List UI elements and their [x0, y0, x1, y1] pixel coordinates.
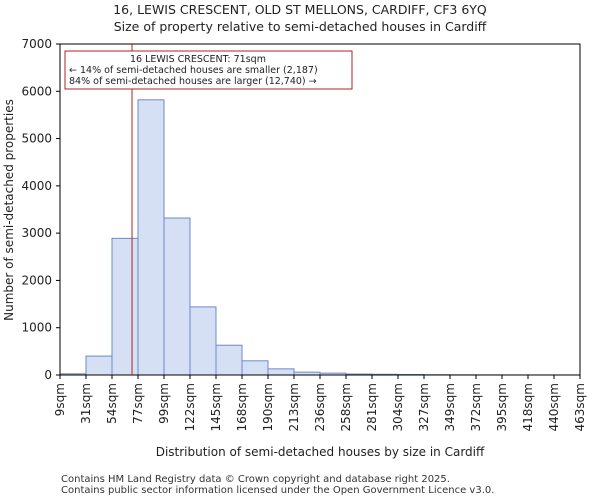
x-tick-label-190sqm: 190sqm — [261, 383, 275, 431]
x-tick-label-372sqm: 372sqm — [469, 383, 483, 431]
marker-group: 16 LEWIS CRESCENT: 71sqm← 14% of semi-de… — [64, 44, 353, 375]
y-tick-label-2000: 2000 — [21, 273, 52, 287]
x-tick-label-258sqm: 258sqm — [339, 383, 353, 431]
bars-group — [59, 99, 581, 376]
bar-99sqm — [163, 217, 191, 376]
x-axis-label: Distribution of semi-detached houses by … — [156, 445, 485, 459]
y-tick-label-6000: 6000 — [21, 84, 52, 98]
axes-group: 0 1000 2000 3000 4000 5000 6000 7000 9sqm 31sqm 54… — [21, 37, 587, 431]
annotation-line-1: 16 LEWIS CRESCENT: 71sqm — [130, 54, 266, 65]
bar-122sqm — [189, 306, 217, 376]
x-tick-label-395sqm: 395sqm — [495, 383, 509, 431]
x-tick-label-213sqm: 213sqm — [287, 383, 301, 431]
bar-145sqm — [215, 344, 243, 376]
chart-title: 16, LEWIS CRESCENT, OLD ST MELLONS, CARD… — [113, 2, 487, 17]
x-tick-label-145sqm: 145sqm — [209, 383, 223, 431]
x-tick-label-168sqm: 168sqm — [235, 383, 249, 431]
y-tick-label-1000: 1000 — [21, 321, 52, 335]
x-tick-label-440sqm: 440sqm — [547, 383, 561, 431]
y-tick-label-0: 0 — [44, 368, 52, 382]
x-tick-label-236sqm: 236sqm — [313, 383, 327, 431]
y-tick-label-3000: 3000 — [21, 226, 52, 240]
bar-77sqm — [137, 99, 165, 376]
x-tick-label-54sqm: 54sqm — [105, 383, 119, 424]
x-tick-label-122sqm: 122sqm — [183, 383, 197, 431]
x-tick-label-418sqm: 418sqm — [521, 383, 535, 431]
bar-168sqm — [241, 360, 269, 376]
x-tick-label-327sqm: 327sqm — [417, 383, 431, 431]
annotation-line-2: ← 14% of semi-detached houses are smalle… — [69, 65, 318, 76]
footer-line-2: Contains public sector information licen… — [61, 485, 495, 496]
y-axis-label: Number of semi-detached properties — [2, 99, 16, 321]
chart-subtitle: Size of property relative to semi-detach… — [114, 19, 487, 34]
y-tick-label-5000: 5000 — [21, 132, 52, 146]
x-tick-label-463sqm: 463sqm — [573, 383, 587, 431]
footer-line-1: Contains HM Land Registry data © Crown c… — [61, 474, 450, 485]
x-tick-label-349sqm: 349sqm — [443, 383, 457, 431]
bar-31sqm — [85, 355, 113, 376]
x-tick-label-77sqm: 77sqm — [131, 383, 145, 424]
y-tick-label-7000: 7000 — [21, 37, 52, 51]
x-tick-label-281sqm: 281sqm — [365, 383, 379, 431]
annotation-line-3: 84% of semi-detached houses are larger (… — [69, 76, 317, 87]
x-tick-label-304sqm: 304sqm — [391, 383, 405, 431]
bar-54sqm — [111, 237, 139, 376]
x-tick-label-31sqm: 31sqm — [79, 383, 93, 424]
annotation-box — [64, 50, 353, 90]
x-tick-label-99sqm: 99sqm — [157, 383, 171, 424]
y-tick-label-4000: 4000 — [21, 179, 52, 193]
x-tick-label-9sqm: 9sqm — [53, 383, 67, 416]
bar-190sqm — [267, 368, 295, 376]
